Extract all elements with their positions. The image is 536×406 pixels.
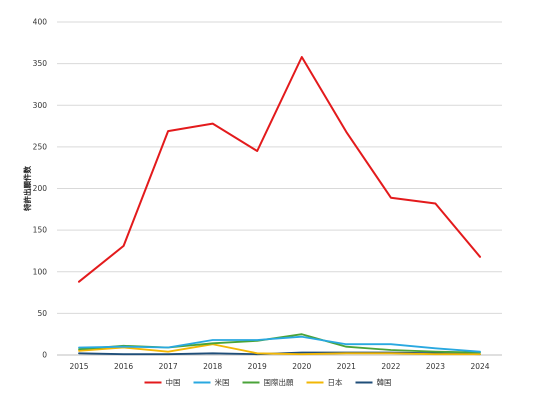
y-tick-label: 250 — [33, 142, 48, 151]
legend-item: 中国 — [144, 377, 181, 387]
x-tick-label: 2023 — [426, 362, 445, 371]
x-tick-label: 2018 — [203, 362, 222, 371]
x-tick-label: 2016 — [114, 362, 133, 371]
y-tick-label: 400 — [33, 18, 48, 27]
legend-label: 日本 — [328, 377, 343, 387]
axes: 0 50 100 150 200 250 300 350 400 2015 2016 2017 2018… — [22, 18, 490, 372]
x-tick-label: 2015 — [69, 362, 88, 371]
legend-label: 国際出願 — [264, 377, 294, 387]
x-tick-label: 2022 — [381, 362, 400, 371]
legend-label: 米国 — [215, 377, 230, 387]
legend-label: 韓国 — [377, 377, 392, 387]
legend: 中国 米国 国際出願 日本 韓国 — [144, 377, 392, 387]
legend-label: 中国 — [166, 377, 181, 387]
legend-item: 日本 — [306, 377, 343, 387]
series-line-米国 — [78, 335, 481, 353]
x-tick-label: 2020 — [292, 362, 311, 371]
x-tick-label: 2019 — [248, 362, 267, 371]
series-line-日本 — [78, 343, 481, 356]
legend-item: 国際出願 — [242, 377, 294, 387]
y-tick-label: 150 — [33, 226, 48, 235]
series-line-中国 — [78, 56, 481, 283]
y-axis-title: 特許出願件数 — [22, 166, 32, 211]
x-tick-label: 2021 — [337, 362, 356, 371]
y-tick-label: 350 — [33, 59, 48, 68]
x-tick-label: 2017 — [159, 362, 178, 371]
series-lines — [78, 56, 481, 356]
y-tick-label: 50 — [37, 309, 47, 318]
legend-item: 米国 — [193, 377, 230, 387]
y-tick-label: 100 — [33, 267, 48, 276]
x-tick-label: 2024 — [470, 362, 489, 371]
gridlines — [57, 21, 502, 356]
y-tick-label: 0 — [42, 351, 47, 360]
legend-item: 韓国 — [355, 377, 392, 387]
y-tick-label: 300 — [33, 101, 48, 110]
y-tick-label: 200 — [33, 184, 48, 193]
